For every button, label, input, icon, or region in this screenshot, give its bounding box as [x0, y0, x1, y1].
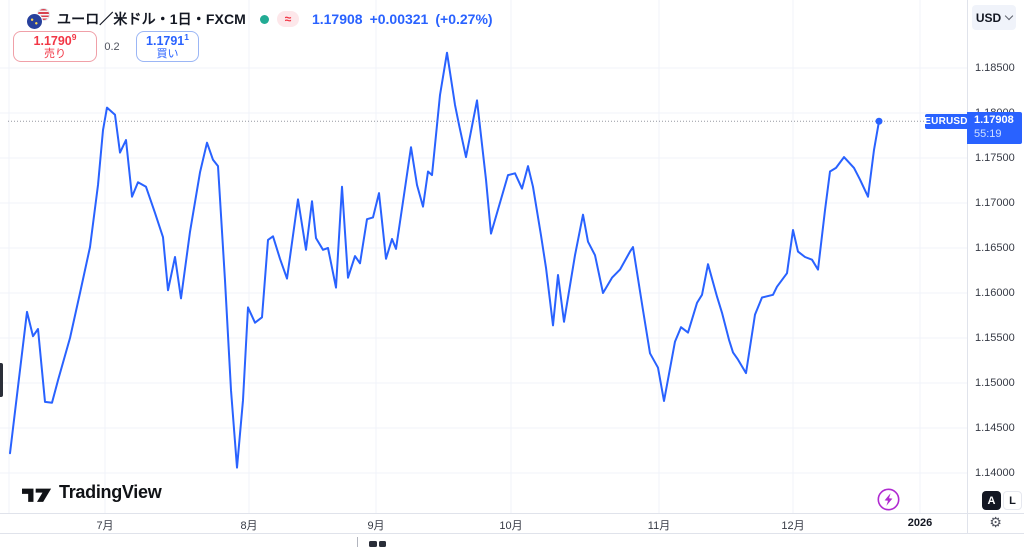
- symbol-flags-icon: [26, 8, 50, 30]
- symbol-title[interactable]: ユーロ／米ドル・1日・FXCM: [57, 11, 246, 27]
- eu-flag-icon: [26, 13, 43, 30]
- spread-value: 0.2: [104, 40, 120, 53]
- price-axis-tick: 1.16500: [975, 242, 1015, 254]
- last-price-symbol-tag: EURUSD: [924, 113, 968, 129]
- price-change-percent: (+0.27%): [435, 11, 493, 27]
- bottom-cutoff-fragment: [379, 541, 386, 547]
- tradingview-logo-text: TradingView: [59, 482, 162, 502]
- time-axis-month-label: 8月: [240, 520, 258, 532]
- last-price-dot: [875, 117, 883, 125]
- currency-label: USD: [975, 10, 1002, 25]
- axis-last-price: 1.17908: [974, 114, 1014, 127]
- time-axis-month-label: 11月: [647, 520, 671, 532]
- last-price-value: 1.17908: [311, 11, 363, 27]
- symbol-header: ユーロ／米ドル・1日・FXCM ≈ 1.17908 +0.00321 (+0.2…: [26, 7, 493, 31]
- bottom-cutoff-fragment: [369, 541, 377, 547]
- price-axis-tick: 1.15500: [975, 332, 1015, 344]
- left-edge-cutoff-element: [0, 363, 3, 397]
- price-axis-tick: 1.14500: [975, 422, 1015, 434]
- time-axis-month-label: 9月: [367, 520, 385, 532]
- time-axis-month-label: 12月: [781, 520, 805, 532]
- price-axis-tick: 1.18500: [975, 62, 1015, 74]
- price-axis-separator: [967, 0, 968, 533]
- time-axis-month-label: 7月: [96, 520, 114, 532]
- sell-button[interactable]: 1.17909 売り: [13, 31, 97, 62]
- time-axis-month-label: 10月: [499, 520, 523, 532]
- last-price-axis-label: 1.17908 55:19: [967, 112, 1022, 144]
- time-axis[interactable]: 7月 8月 9月 10月 11月 12月 2026: [0, 513, 967, 533]
- tradingview-logo-icon: [22, 488, 52, 502]
- chevron-down-icon: [1004, 11, 1014, 21]
- price-axis-tick: 1.15000: [975, 377, 1015, 389]
- currency-selector-dropdown[interactable]: USD: [972, 5, 1016, 30]
- buy-label: 買い: [156, 47, 179, 60]
- buy-price: 1.17911: [146, 31, 189, 48]
- price-axis-tick: 1.14000: [975, 467, 1015, 479]
- bottom-separator: [0, 533, 1024, 534]
- delayed-data-icon[interactable]: ≈: [276, 11, 299, 27]
- price-axis[interactable]: 1.185001.180001.175001.170001.165001.160…: [967, 0, 1024, 533]
- last-price-readout: 1.17908 +0.00321 (+0.27%): [312, 11, 493, 27]
- log-scale-button[interactable]: L: [1003, 491, 1022, 510]
- market-status-icon[interactable]: [259, 14, 269, 24]
- price-axis-tick: 1.16000: [975, 287, 1015, 299]
- tradingview-logo[interactable]: TradingView: [22, 482, 162, 503]
- lightning-icon[interactable]: [877, 488, 900, 511]
- bottom-axis-tick: [357, 537, 358, 547]
- time-axis-year-label: 2026: [907, 517, 933, 529]
- buy-button[interactable]: 1.17911 買い: [136, 31, 199, 62]
- price-axis-tick: 1.17000: [975, 197, 1015, 209]
- price-line-series: [9, 51, 880, 469]
- trade-panel: 1.17909 売り 0.2 1.17911 買い: [13, 31, 199, 62]
- sell-price: 1.17909: [33, 31, 77, 48]
- sell-label: 売り: [44, 47, 66, 60]
- auto-scale-button[interactable]: A: [982, 491, 1001, 510]
- price-change-value: +0.00321: [369, 11, 429, 27]
- bar-close-countdown: 55:19: [974, 128, 1002, 141]
- gear-icon[interactable]: ⚙: [989, 514, 1002, 530]
- price-axis-tick: 1.17500: [975, 152, 1015, 164]
- time-axis-separator: [0, 513, 1024, 514]
